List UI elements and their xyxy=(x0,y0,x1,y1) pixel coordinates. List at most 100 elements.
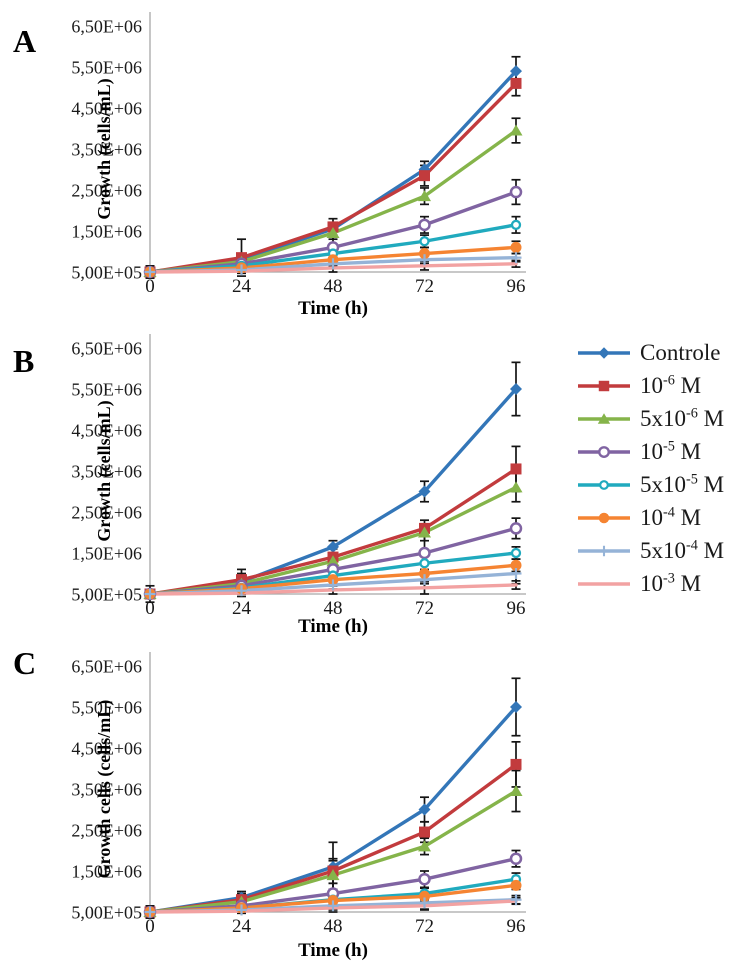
marker-circle-open xyxy=(419,558,430,569)
marker-triangle xyxy=(418,190,431,202)
y-tick-label: 3,50E+06 xyxy=(71,779,142,799)
y-axis-title: Growth cells (cells/mL) xyxy=(94,700,115,879)
x-tick-label: 48 xyxy=(324,276,343,297)
y-axis-title: Growth (cells/mL) xyxy=(94,78,115,219)
x-axis-title: Time (h) xyxy=(298,616,368,637)
marker-circle-open xyxy=(509,852,523,865)
panel-label: B xyxy=(13,343,34,379)
marker-square xyxy=(510,463,522,475)
y-tick-label: 2,50E+06 xyxy=(71,820,142,840)
legend-marker-icon xyxy=(578,512,630,523)
marker-triangle xyxy=(418,526,431,538)
y-tick-label: 1,50E+06 xyxy=(71,221,142,241)
x-tick-label: 96 xyxy=(507,916,526,937)
marker-circle xyxy=(419,248,430,260)
marker-circle xyxy=(510,559,522,571)
y-tick-label: 5,50E+06 xyxy=(71,379,142,399)
legend-marker-icon xyxy=(578,380,630,391)
chart-b: 5,00E+05 1,50E+06 2,50E+06 3,50E+06 4,50E+06… xyxy=(13,334,526,637)
marker-circle-open xyxy=(418,218,431,232)
legend-label: 10-3 M xyxy=(640,570,702,596)
y-tick-label: 2,50E+06 xyxy=(71,180,142,200)
y-tick-label: 3,50E+06 xyxy=(71,139,142,159)
legend-item: 5x10-5 M xyxy=(577,468,749,501)
x-tick-label: 0 xyxy=(145,598,155,619)
marker-diamond xyxy=(510,65,522,78)
marker-circle-open xyxy=(599,479,609,490)
marker-triangle xyxy=(326,869,340,881)
marker-diamond xyxy=(510,701,522,713)
series-markers xyxy=(143,383,523,601)
marker-circle xyxy=(510,241,522,253)
marker-circle-open xyxy=(509,185,523,199)
legend-marker-icon xyxy=(578,545,630,556)
legend-marker-icon xyxy=(578,445,630,458)
y-tick-label: 6,50E+06 xyxy=(71,656,142,676)
y-tick-label: 3,50E+06 xyxy=(71,461,142,481)
chart-a: 5,00E+05 1,50E+06 2,50E+06 3,50E+06 4,50E+06… xyxy=(13,12,526,319)
y-tick-label: 4,50E+06 xyxy=(71,420,142,440)
marker-circle-open xyxy=(510,547,522,559)
marker-triangle xyxy=(597,412,611,424)
error-bars xyxy=(145,677,521,919)
x-tick-label: 24 xyxy=(232,276,252,297)
series-markers xyxy=(143,65,523,279)
y-tick-label: 6,50E+06 xyxy=(71,16,142,36)
marker-square xyxy=(510,758,522,770)
y-tick-label: 5,50E+06 xyxy=(71,57,142,77)
marker-triangle xyxy=(326,227,340,239)
marker-circle-open xyxy=(510,219,522,231)
y-tick-label: 6,50E+06 xyxy=(71,338,142,358)
y-axis-title: Growth (cells/mL) xyxy=(94,400,115,541)
legend-label: 5x10-5 M xyxy=(640,471,725,497)
marker-triangle xyxy=(509,785,523,797)
y-tick-label: 2,50E+06 xyxy=(71,502,142,522)
marker-triangle xyxy=(509,124,523,136)
axes: 5,00E+05 1,50E+06 2,50E+06 3,50E+06 4,50E+06… xyxy=(71,652,526,937)
legend-item: 5x10-6 M xyxy=(577,402,749,435)
marker-circle xyxy=(510,879,522,891)
x-axis-title: Time (h) xyxy=(298,940,368,961)
legend-label: 10-5 M xyxy=(640,438,702,464)
axes: 5,00E+05 1,50E+06 2,50E+06 3,50E+06 4,50E+06… xyxy=(71,334,526,619)
axes: 5,00E+05 1,50E+06 2,50E+06 3,50E+06 4,50E+06… xyxy=(71,12,526,297)
marker-diamond xyxy=(510,383,522,395)
marker-circle xyxy=(419,568,430,579)
panel-c: 5,00E+05 1,50E+06 2,50E+06 3,50E+06 4,50E+06… xyxy=(0,640,600,978)
panel-b: 5,00E+05 1,50E+06 2,50E+06 3,50E+06 4,50E+06… xyxy=(0,322,600,640)
y-tick-label: 5,00E+05 xyxy=(71,262,142,282)
legend-item: 10-5 M xyxy=(577,435,749,468)
marker-circle-open xyxy=(418,872,431,886)
chart-c: 5,00E+05 1,50E+06 2,50E+06 3,50E+06 4,50E+06… xyxy=(13,645,526,961)
chart-legend: Controle 10-6 M 5x10-6 M 10-5 M 5x10-5 M… xyxy=(577,336,749,600)
panel-label: C xyxy=(13,645,36,681)
x-tick-label: 48 xyxy=(324,598,343,619)
marker-square xyxy=(510,77,522,89)
x-tick-label: 72 xyxy=(415,916,434,937)
marker-circle xyxy=(419,890,430,902)
y-tick-label: 4,50E+06 xyxy=(71,738,142,758)
x-tick-label: 96 xyxy=(507,276,526,297)
legend-item: 10-3 M xyxy=(577,567,749,600)
legend-item: 10-6 M xyxy=(577,369,749,402)
legend-marker-icon xyxy=(578,346,630,359)
marker-diamond xyxy=(327,540,339,553)
marker-diamond xyxy=(418,485,431,498)
marker-triangle xyxy=(418,840,431,852)
marker-diamond xyxy=(598,346,610,359)
series-markers xyxy=(143,701,523,919)
x-tick-label: 72 xyxy=(415,276,434,297)
marker-circle-open xyxy=(418,546,431,560)
legend-item: 10-4 M xyxy=(577,501,749,534)
legend-label: 10-4 M xyxy=(640,504,702,530)
legend-marker-icon xyxy=(578,412,630,424)
marker-circle-open xyxy=(598,445,610,458)
x-tick-label: 24 xyxy=(232,598,252,619)
legend-label: Controle xyxy=(640,340,721,365)
legend-marker-icon xyxy=(578,581,630,586)
marker-circle-open xyxy=(419,236,430,247)
legend-label: 5x10-6 M xyxy=(640,405,725,431)
x-tick-label: 24 xyxy=(232,916,252,937)
marker-circle-open xyxy=(509,522,523,535)
